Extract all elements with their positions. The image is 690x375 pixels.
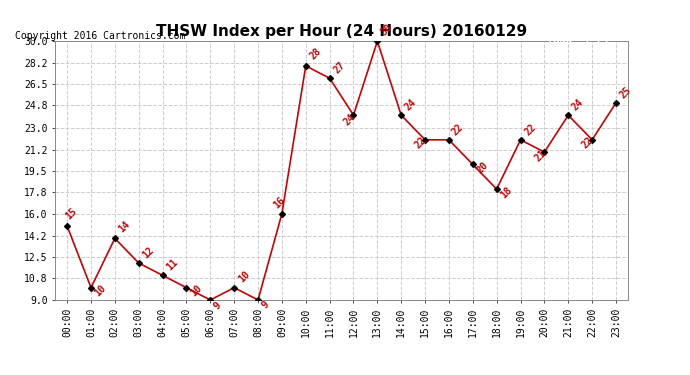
- Text: 16: 16: [271, 195, 286, 211]
- Text: 28: 28: [308, 46, 323, 62]
- Text: 22: 22: [522, 122, 538, 137]
- Text: 22: 22: [413, 135, 428, 151]
- Text: 30: 30: [379, 21, 394, 37]
- Text: 24: 24: [342, 112, 357, 128]
- Text: 22: 22: [580, 135, 595, 151]
- Text: 11: 11: [164, 257, 180, 272]
- Text: 27: 27: [331, 60, 347, 76]
- Text: 21: 21: [533, 148, 548, 163]
- Text: Copyright 2016 Cartronics.com: Copyright 2016 Cartronics.com: [15, 31, 186, 41]
- Text: 22: 22: [450, 122, 466, 137]
- Text: 24: 24: [403, 98, 419, 113]
- Text: 9: 9: [260, 299, 271, 310]
- Text: 24: 24: [570, 98, 586, 113]
- Title: THSW Index per Hour (24 Hours) 20160129: THSW Index per Hour (24 Hours) 20160129: [156, 24, 527, 39]
- Text: 14: 14: [117, 219, 132, 235]
- Text: 12: 12: [141, 244, 156, 260]
- Text: 25: 25: [618, 85, 633, 100]
- Text: 20: 20: [475, 160, 490, 176]
- Text: 18: 18: [499, 185, 514, 200]
- Text: 9: 9: [213, 300, 224, 311]
- Text: THSW  (°F): THSW (°F): [546, 35, 609, 45]
- Text: 10: 10: [188, 283, 204, 298]
- Text: 15: 15: [63, 206, 79, 222]
- Text: 10: 10: [92, 283, 108, 298]
- Text: 10: 10: [236, 269, 251, 285]
